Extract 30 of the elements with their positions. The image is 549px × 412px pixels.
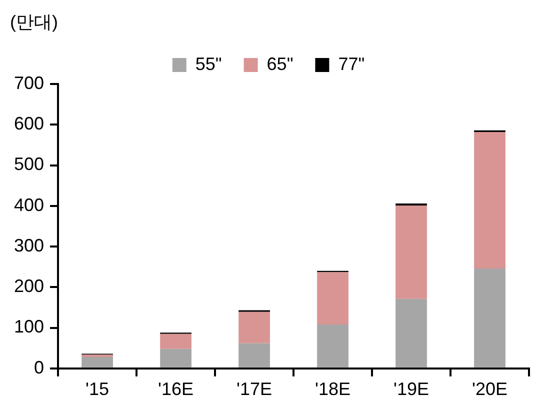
y-tick-label: 400	[14, 194, 44, 215]
x-tick-label: '16E	[158, 379, 194, 400]
bar	[160, 334, 192, 349]
bar	[82, 354, 113, 358]
y-tick-label: 0	[34, 357, 44, 378]
bar	[82, 357, 113, 368]
y-tick-label: 500	[14, 154, 44, 174]
bar	[238, 312, 270, 344]
y-axis-title: (만대)	[10, 11, 58, 34]
x-tick-label: '18E	[315, 379, 350, 400]
x-tick-label: '15	[86, 379, 110, 400]
bar	[396, 298, 427, 368]
y-tick-label: 300	[14, 235, 44, 256]
bar	[160, 348, 192, 368]
bar	[317, 272, 348, 325]
bar	[474, 132, 506, 268]
y-tick-label: 600	[14, 114, 44, 134]
x-tick-label: '17E	[236, 379, 272, 400]
bar	[474, 268, 506, 368]
bar	[238, 343, 270, 368]
bar	[396, 205, 427, 299]
legend-label: 65"	[266, 54, 294, 74]
y-tick-label: 700	[14, 72, 44, 93]
bar	[317, 324, 348, 368]
x-tick-label: '19E	[394, 379, 429, 400]
legend-label: 55"	[195, 54, 222, 74]
y-tick-label: 100	[14, 316, 44, 337]
y-tick-label: 200	[14, 276, 44, 296]
legend-label: 77"	[338, 54, 365, 74]
x-tick-label: '20E	[472, 379, 508, 400]
